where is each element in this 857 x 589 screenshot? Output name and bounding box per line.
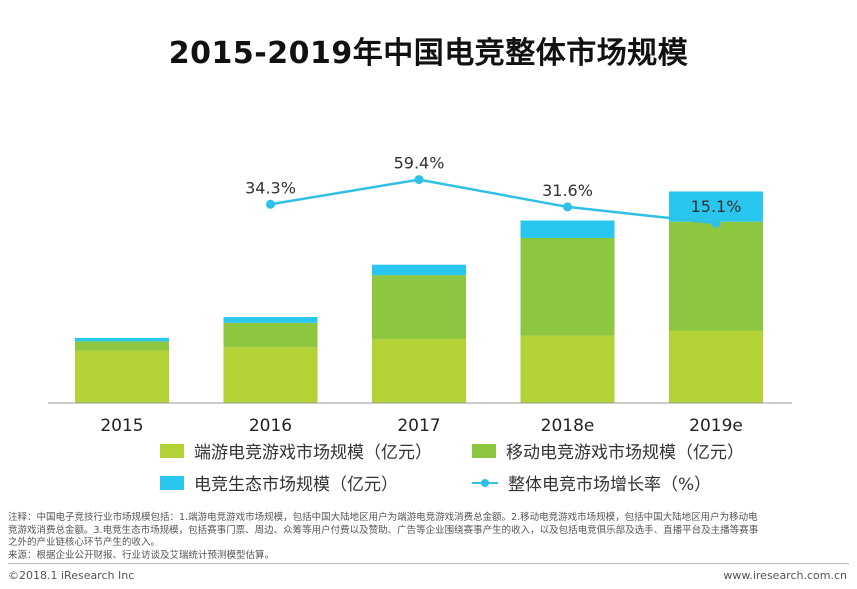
growth-point-2017 [414, 175, 424, 185]
note-line-2: 竞游戏消费总金额。3.电竞生态市场规模，包括赛事门票、周边、众筹等用户付费以及赞… [8, 524, 759, 536]
growth-label-2016: 34.3% [245, 178, 296, 197]
growth-point-2019e [711, 218, 721, 228]
growth-point-2016 [266, 199, 275, 209]
footnote: 注释：中国电子竞技行业市场规模包括：1.端游电竞游戏市场规模，包括中国大陆地区用… [8, 512, 853, 562]
source-line: 来源：根据企业公开财报、行业访谈及艾瑞统计预测模型估算。 [8, 549, 275, 561]
legend-label-pc: 端游电竞游戏市场规模（亿元） [194, 443, 432, 463]
legend-swatch-mobile [472, 443, 496, 458]
legend-item-pc: 端游电竞游戏市场规模（亿元） [160, 438, 432, 463]
bar-2016-series-1 [223, 347, 318, 403]
growth-point-2018e [563, 202, 572, 212]
note-line-1: 注释：中国电子竞技行业市场规模包括：1.端游电竞游戏市场规模，包括中国大陆地区用… [8, 512, 758, 523]
footer-copyright: ©2018.1 iResearch Inc [8, 569, 135, 582]
legend-swatch-growth [472, 476, 498, 490]
legend-label-mobile: 移动电竞游戏市场规模（亿元） [506, 443, 744, 463]
footer-divider [8, 563, 849, 564]
legend-swatch-pc [160, 443, 184, 458]
legend-swatch-eco [160, 475, 184, 490]
growth-label-2019e: 15.1% [691, 197, 742, 216]
growth-label-2017: 59.4% [394, 154, 445, 173]
footer-website[interactable]: www.iresearch.com.cn [723, 569, 847, 582]
bar-2019e-series-1 [669, 330, 763, 403]
bar-2015-series-2 [75, 341, 169, 351]
chart-title: 2015-2019年中国电竞整体市场规模 [168, 36, 689, 71]
legend-item-mobile: 移动电竞游戏市场规模（亿元） [472, 438, 744, 463]
x-tick-2018e: 2018e [541, 416, 595, 436]
x-tick-labels: 2015 2016 2017 2018e 2019e [100, 416, 743, 436]
bar-2015-series-3 [75, 337, 169, 342]
stacked-bar-chart: 2015 2016 2017 2018e 2019e 34.3% 59.4% 31.6% 15… [48, 154, 792, 436]
bar-2019e-series-2 [669, 221, 763, 331]
bar-2018e-series-1 [520, 335, 615, 403]
bar-2016-series-3 [223, 317, 318, 323]
legend-label-growth: 整体电竞市场增长率（%） [508, 475, 712, 495]
legend-item-eco: 电竞生态市场规模（亿元） [160, 470, 398, 495]
x-tick-2019e: 2019e [689, 416, 743, 436]
bar-2016-series-2 [223, 322, 318, 348]
x-tick-2016: 2016 [249, 416, 292, 436]
x-tick-2015: 2015 [100, 416, 143, 436]
bar-2017-series-1 [372, 339, 466, 403]
legend-label-eco: 电竞生态市场规模（亿元） [194, 475, 398, 495]
growth-line [270, 178, 717, 225]
x-tick-2017: 2017 [397, 416, 440, 436]
bar-group [75, 191, 763, 403]
bar-2018e-series-2 [520, 237, 615, 336]
growth-line-group: 34.3% 59.4% 31.6% 15.1% [245, 154, 741, 228]
bar-2017-series-2 [372, 275, 466, 340]
bar-2018e-series-3 [520, 220, 615, 238]
growth-label-2018e: 31.6% [542, 181, 593, 200]
bar-2015-series-1 [75, 350, 169, 403]
bar-2017-series-3 [372, 264, 466, 276]
note-line-3: 之外的产业链核心环节产生的收入。 [8, 537, 161, 548]
legend-item-growth: 整体电竞市场增长率（%） [472, 470, 711, 495]
bar-2019e-series-3 [669, 191, 763, 222]
